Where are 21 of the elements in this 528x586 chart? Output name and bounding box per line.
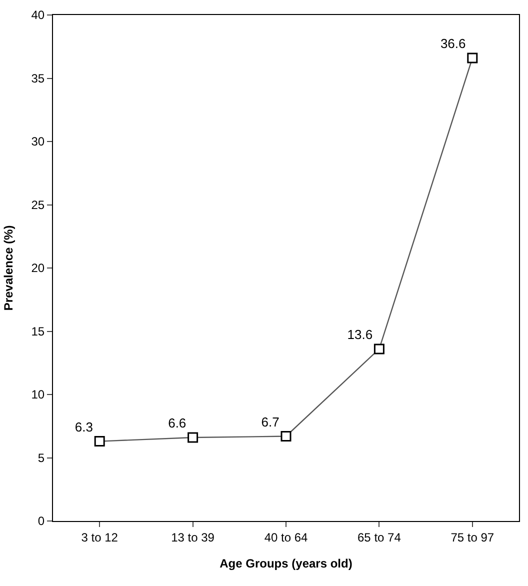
x-axis-title: Age Groups (years old) <box>220 556 352 570</box>
y-tick-label: 40 <box>31 8 45 22</box>
x-tick-label: 3 to 12 <box>81 530 118 544</box>
data-label: 6.6 <box>168 416 186 431</box>
y-tick-label: 0 <box>38 514 45 528</box>
y-axis-title: Prevalence (%) <box>2 225 16 311</box>
y-tick-label: 5 <box>38 450 45 465</box>
y-tick-label: 10 <box>31 388 45 402</box>
y-tick-label: 25 <box>31 198 45 212</box>
y-tick-label: 15 <box>31 324 45 338</box>
x-tick-label: 65 to 74 <box>358 530 402 544</box>
data-label: 36.6 <box>440 36 466 52</box>
x-tick-label: 75 to 97 <box>450 530 494 544</box>
data-label: 13.6 <box>347 327 373 342</box>
y-tick-label: 35 <box>31 71 45 86</box>
x-tick-label: 13 to 39 <box>171 530 215 544</box>
data-label: 6.7 <box>261 414 280 430</box>
y-tick-label: 30 <box>31 134 45 149</box>
data-label: 6.3 <box>74 419 93 434</box>
y-tick-label: 20 <box>31 261 45 276</box>
x-tick-label: 40 to 64 <box>264 530 308 544</box>
